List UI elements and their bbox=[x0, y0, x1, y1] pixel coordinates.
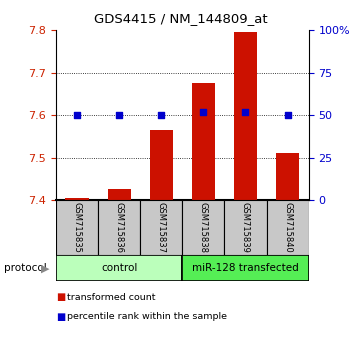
Bar bbox=[182, 255, 309, 281]
Bar bbox=[276, 153, 299, 200]
Point bbox=[158, 112, 164, 118]
Bar bbox=[108, 189, 131, 200]
Bar bbox=[225, 200, 266, 255]
Bar bbox=[150, 130, 173, 200]
Point bbox=[200, 109, 206, 114]
Bar bbox=[192, 83, 215, 200]
Bar bbox=[65, 198, 88, 200]
Text: GDS4415 / NM_144809_at: GDS4415 / NM_144809_at bbox=[94, 12, 267, 25]
Text: GSM715835: GSM715835 bbox=[73, 202, 82, 253]
Bar bbox=[140, 200, 182, 255]
Point bbox=[116, 112, 122, 118]
Bar bbox=[56, 200, 98, 255]
Text: ■: ■ bbox=[56, 292, 65, 302]
Bar bbox=[182, 200, 225, 255]
Text: miR-128 transfected: miR-128 transfected bbox=[192, 263, 299, 273]
Text: control: control bbox=[101, 263, 137, 273]
Text: ■: ■ bbox=[56, 312, 65, 322]
Point bbox=[243, 109, 248, 114]
Point bbox=[74, 112, 80, 118]
Text: transformed count: transformed count bbox=[67, 293, 155, 302]
Point bbox=[285, 112, 291, 118]
Bar bbox=[266, 200, 309, 255]
Bar bbox=[56, 255, 182, 281]
Text: percentile rank within the sample: percentile rank within the sample bbox=[67, 312, 227, 321]
Text: ▶: ▶ bbox=[41, 263, 49, 273]
Bar bbox=[98, 200, 140, 255]
Text: GSM715840: GSM715840 bbox=[283, 202, 292, 253]
Text: GSM715839: GSM715839 bbox=[241, 202, 250, 253]
Text: GSM715837: GSM715837 bbox=[157, 202, 166, 253]
Text: GSM715838: GSM715838 bbox=[199, 202, 208, 253]
Bar bbox=[234, 32, 257, 200]
Text: protocol: protocol bbox=[4, 263, 46, 273]
Text: GSM715836: GSM715836 bbox=[115, 202, 123, 253]
